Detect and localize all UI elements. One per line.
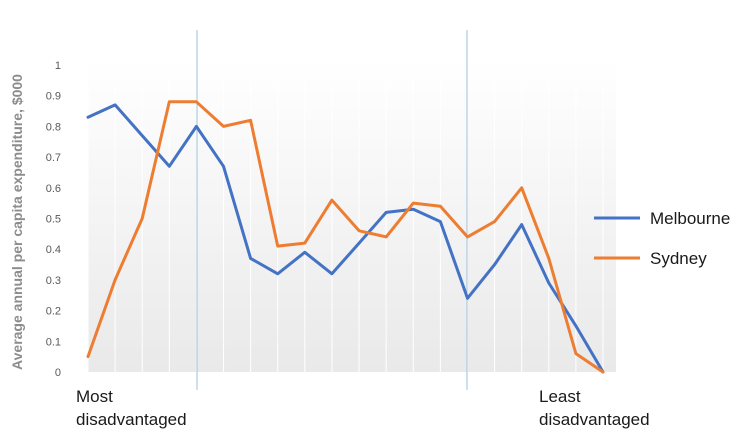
- y-tick-label: 0.6: [46, 183, 61, 195]
- series-lines: [86, 100, 605, 374]
- y-tick-label: 0: [55, 367, 61, 379]
- y-axis-label: Average annual per capita expenditure, $…: [9, 74, 25, 370]
- legend: Melbourne Sydney: [594, 209, 730, 268]
- plot-area: [88, 58, 616, 372]
- series-line-melbourne: [86, 103, 605, 374]
- legend-label-sydney: Sydney: [650, 249, 707, 268]
- y-tick-label: 0.5: [46, 214, 61, 226]
- y-tick-label: 0.9: [46, 91, 61, 103]
- x-annotation-disadvantaged-left: disadvantaged: [76, 410, 187, 429]
- series-line-sydney: [86, 100, 605, 374]
- y-tick-label: 0.2: [46, 306, 61, 318]
- x-annotation-most: Most: [76, 387, 113, 406]
- y-tick-label: 0.3: [46, 275, 61, 287]
- legend-label-melbourne: Melbourne: [650, 209, 730, 228]
- y-tick-label: 0.7: [46, 152, 61, 164]
- y-tick-labels: 0 0.1 0.2 0.3 0.4 0.5 0.6 0.7 0.8 0.9 1: [46, 60, 61, 379]
- x-annotation-least: Least: [539, 387, 581, 406]
- y-tick-label: 0.8: [46, 121, 61, 133]
- y-tick-label: 0.4: [46, 244, 61, 256]
- x-annotation-disadvantaged-right: disadvantaged: [539, 410, 650, 429]
- y-tick-label: 1: [55, 60, 61, 72]
- y-tick-label: 0.1: [46, 336, 61, 348]
